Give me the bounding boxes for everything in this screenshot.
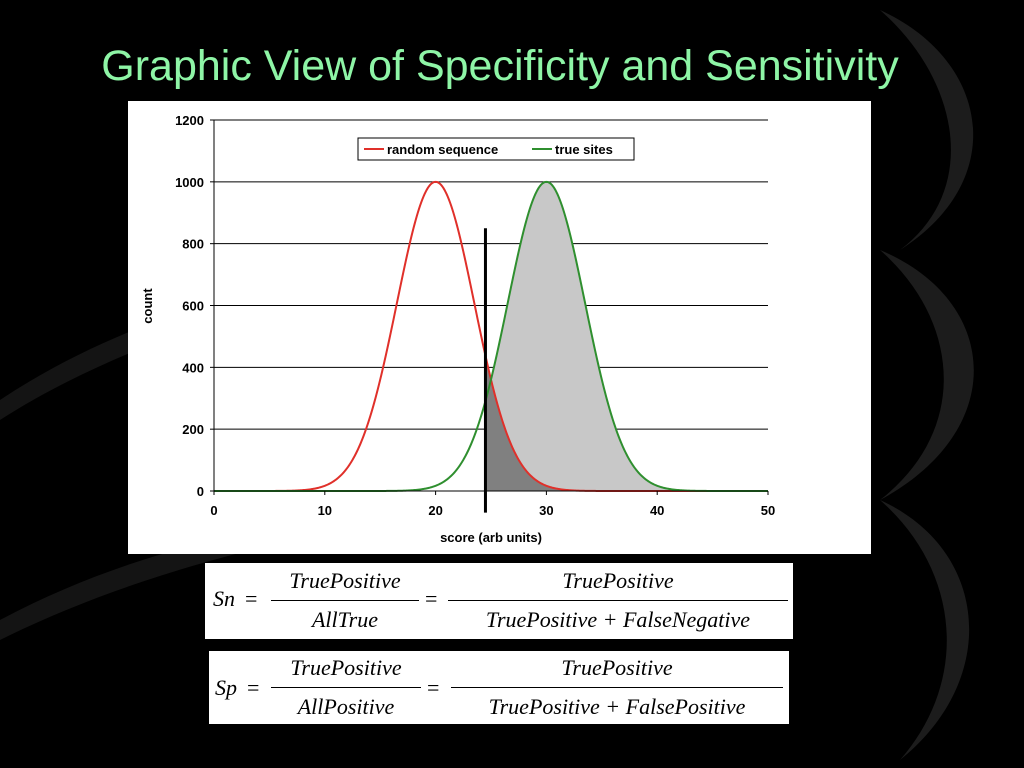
sn-frac2-denominator: TruePositive + FalseNegative <box>485 607 751 632</box>
chart-panel: 0 200 400 600 800 1000 1200 0 10 20 30 40 50 count s… <box>128 101 871 554</box>
sp-frac1-numerator: TruePositive <box>290 655 402 680</box>
slide-title: Graphic View of Specificity and Sensitiv… <box>101 42 899 90</box>
y-tick-label: 1200 <box>175 113 204 128</box>
sensitivity-formula: Sn = TruePositive AllTrue = TruePositive… <box>205 563 793 639</box>
sp-frac2-numerator: TruePositive <box>561 655 673 680</box>
x-tick-label: 0 <box>210 503 217 518</box>
sn-frac1-bar <box>271 600 419 601</box>
legend: random sequence true sites <box>357 137 635 161</box>
sp-frac2-denominator: TruePositive + FalsePositive <box>488 694 746 719</box>
false-positive-area <box>485 355 580 491</box>
sp-frac1-bar <box>271 687 421 688</box>
sp-equals-2: = <box>427 675 440 700</box>
sn-frac2-numerator: TruePositive <box>562 568 674 593</box>
x-tick-label: 20 <box>428 503 442 518</box>
y-axis-title: count <box>140 288 155 324</box>
sp-symbol: Sp <box>215 675 237 700</box>
x-tick-label: 50 <box>761 503 775 518</box>
y-tick-label: 0 <box>197 484 204 499</box>
sp-frac1-denominator: AllPositive <box>297 694 395 719</box>
sn-frac2-bar <box>448 600 788 601</box>
sn-frac1-denominator: AllTrue <box>311 607 378 632</box>
x-tick-label: 30 <box>539 503 553 518</box>
sn-symbol: Sn <box>213 586 235 611</box>
legend-box <box>357 137 635 161</box>
score-distribution-chart: 0 200 400 600 800 1000 1200 0 10 20 30 40 50 count s… <box>140 113 775 545</box>
y-tick-label: 200 <box>182 422 204 437</box>
y-tick-label: 800 <box>182 237 204 252</box>
specificity-formula: Sp = TruePositive AllPositive = TruePosi… <box>209 651 789 724</box>
sp-frac2-bar <box>451 687 783 688</box>
legend-label-random-sequence: random sequence <box>387 142 498 157</box>
x-axis-title: score (arb units) <box>440 530 542 545</box>
sn-frac1-numerator: TruePositive <box>289 568 401 593</box>
legend-label-true-sites: true sites <box>555 142 613 157</box>
y-tick-label: 400 <box>182 360 204 375</box>
sp-equals-1: = <box>247 675 260 700</box>
sn-equals-2: = <box>425 586 438 611</box>
x-tick-label: 10 <box>318 503 332 518</box>
sn-equals-1: = <box>245 586 258 611</box>
x-tick-label: 40 <box>650 503 664 518</box>
y-tick-label: 600 <box>182 299 204 314</box>
y-tick-label: 1000 <box>175 175 204 190</box>
true-positive-area <box>485 181 713 491</box>
